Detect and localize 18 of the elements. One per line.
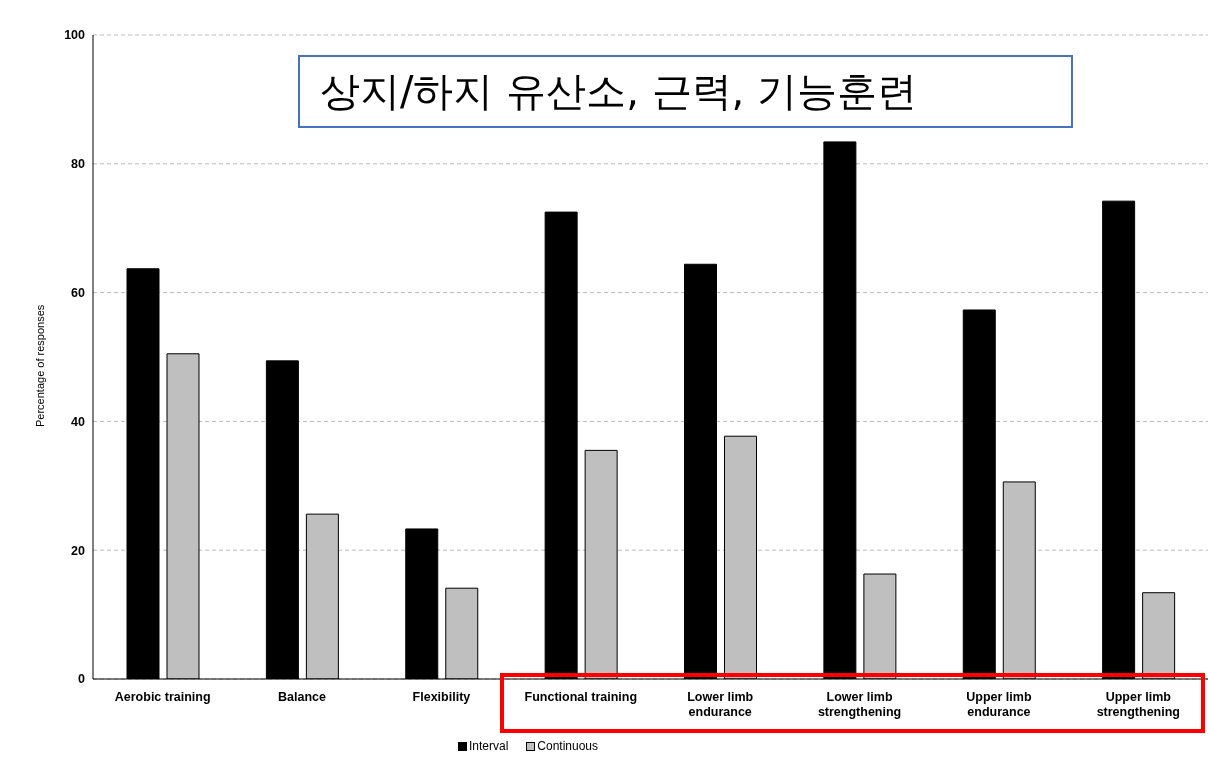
y-tick-label: 60 <box>71 286 86 301</box>
annotation: 상지/하지 유산소, 근력, 기능훈련 <box>298 55 1073 128</box>
y-tick-label: 40 <box>71 414 86 429</box>
y-tick-label: 20 <box>71 543 86 558</box>
x-tick-label: Lower limb endurance <box>687 690 754 719</box>
x-tick-label: Upper limb endurance <box>966 690 1032 719</box>
x-tick-label: Upper limb strengthening <box>1096 690 1180 719</box>
x-tick-label: Flexibility <box>412 690 471 704</box>
y-tick-label: 100 <box>64 28 86 43</box>
y-tick-label: 0 <box>78 672 86 687</box>
legend-label: Interval <box>467 739 509 753</box>
x-tick-label: Functional training <box>524 690 638 704</box>
x-tick-label: Aerobic training <box>114 690 211 704</box>
x-tick-label: Balance <box>278 690 327 704</box>
legend-label: Continuous <box>536 739 599 753</box>
y-axis-title: Percentage of responses <box>33 304 46 427</box>
y-tick-label: 80 <box>71 157 86 172</box>
x-tick-label: Lower limb strengthening <box>817 690 902 719</box>
